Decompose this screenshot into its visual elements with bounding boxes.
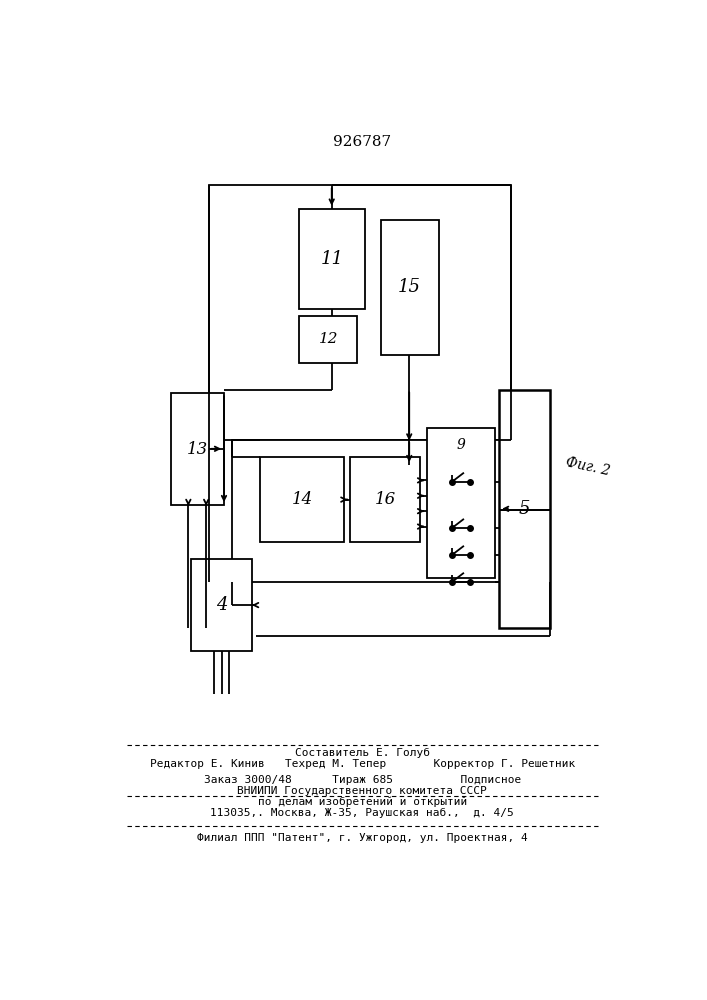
Text: 926787: 926787: [333, 135, 391, 149]
Text: 5: 5: [518, 500, 530, 518]
Bar: [380, 220, 438, 355]
Bar: [171, 393, 224, 505]
Bar: [427, 428, 495, 578]
Text: 9: 9: [457, 438, 466, 452]
Text: 113035,. Москва, Ж-35, Раушская наб.,  д. 4/5: 113035,. Москва, Ж-35, Раушская наб., д.…: [211, 808, 514, 818]
Bar: [260, 457, 344, 542]
Text: 14: 14: [292, 491, 313, 508]
Text: 15: 15: [398, 278, 421, 296]
Text: Составитель Е. Голуб: Составитель Е. Голуб: [295, 748, 430, 758]
Text: Филиал ППП "Патент", г. Ужгород, ул. Проектная, 4: Филиал ППП "Патент", г. Ужгород, ул. Про…: [197, 833, 527, 843]
Text: 13: 13: [187, 441, 209, 458]
Bar: [299, 316, 357, 363]
Bar: [499, 389, 549, 628]
Text: Фиг. 2: Фиг. 2: [565, 455, 612, 478]
Bar: [209, 185, 510, 440]
Bar: [351, 457, 420, 542]
Text: 11: 11: [320, 250, 344, 268]
Text: по делам изобретений и открытий: по делам изобретений и открытий: [258, 797, 467, 807]
Text: Заказ 3000/48      Тираж 685          Подписное: Заказ 3000/48 Тираж 685 Подписное: [204, 775, 521, 785]
Text: ВНИИПИ Государственного комитета СССР: ВНИИПИ Государственного комитета СССР: [238, 786, 487, 796]
Bar: [299, 209, 365, 309]
Text: Редактор Е. Кинив   Техред М. Тепер       Корректор Г. Решетник: Редактор Е. Кинив Техред М. Тепер Коррек…: [150, 759, 575, 769]
Text: 4: 4: [216, 596, 228, 614]
Bar: [232, 440, 549, 582]
Text: 12: 12: [318, 332, 338, 346]
Text: 16: 16: [375, 491, 396, 508]
Bar: [192, 559, 252, 651]
